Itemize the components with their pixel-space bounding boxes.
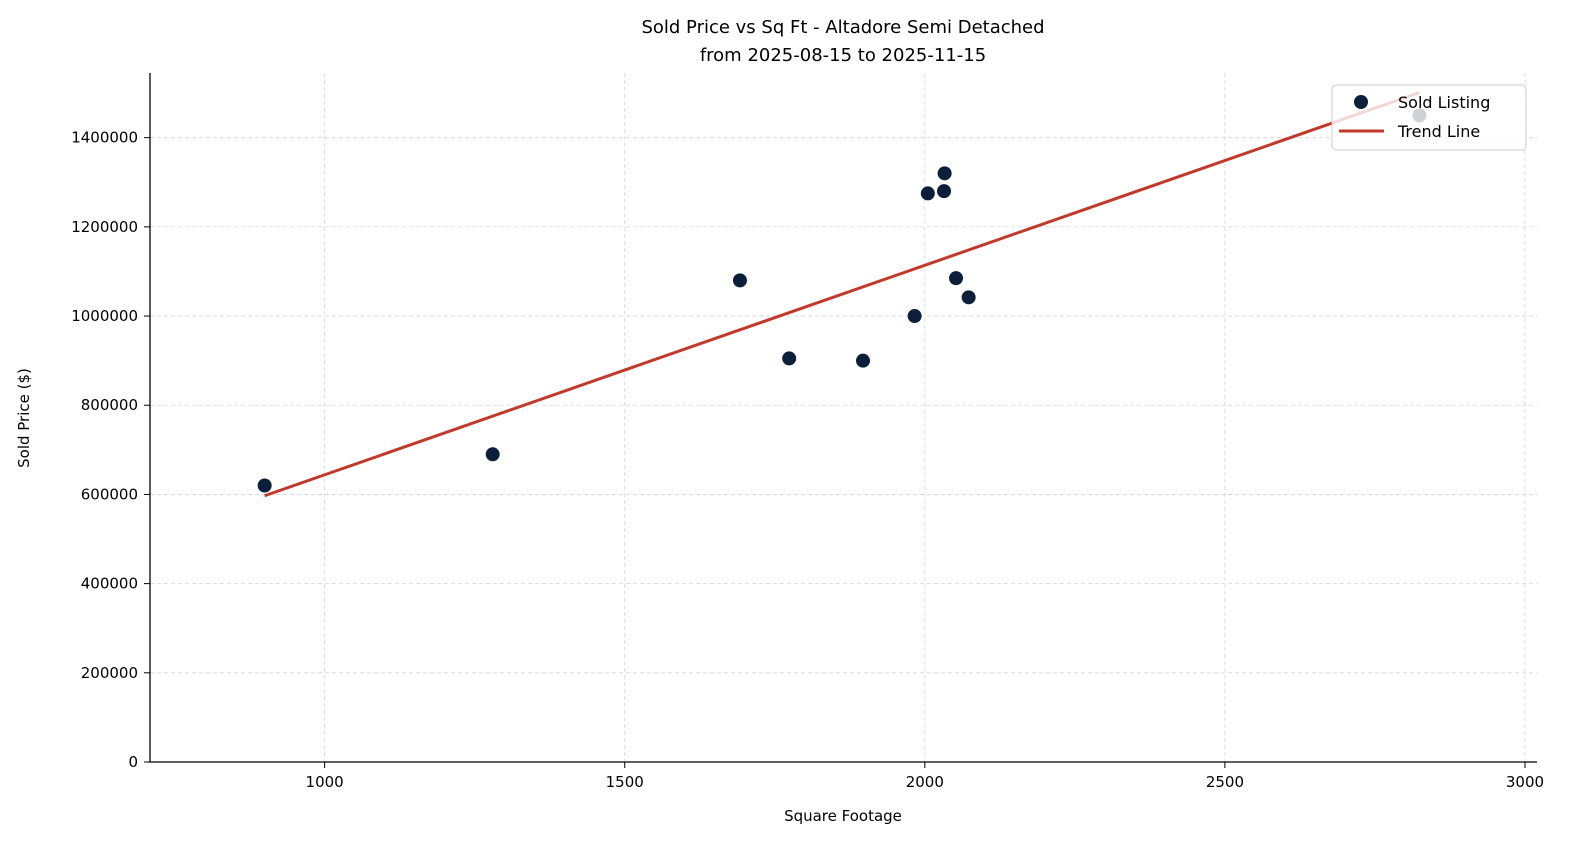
x-axis-label: Square Footage (784, 807, 902, 825)
y-tick-label: 800000 (81, 396, 138, 414)
x-tick-label: 1000 (306, 773, 344, 791)
legend: Sold Listing Trend Line (1331, 84, 1527, 151)
data-point (920, 186, 935, 201)
data-point (856, 353, 871, 368)
y-tick-label: 0 (128, 753, 138, 771)
y-axis-label: Sold Price ($) (15, 368, 33, 468)
trend-line (264, 91, 1420, 498)
data-point (732, 273, 747, 288)
y-tick-label: 1200000 (71, 218, 138, 236)
legend-marker-sold-listing (1354, 95, 1368, 109)
data-point (937, 166, 952, 181)
legend-label-trend-line: Trend Line (1397, 122, 1480, 141)
y-tick-label: 400000 (81, 575, 138, 593)
data-point (485, 447, 500, 462)
legend-box (1331, 84, 1527, 151)
data-point (961, 290, 976, 305)
legend-label-sold-listing: Sold Listing (1398, 93, 1490, 112)
data-point (907, 309, 922, 324)
chart-title: Sold Price vs Sq Ft - Altadore Semi Deta… (641, 17, 1044, 38)
x-tick-label: 2500 (1206, 773, 1244, 791)
data-point (782, 351, 797, 366)
y-tick-label: 1000000 (71, 307, 138, 325)
x-tick-label: 3000 (1506, 773, 1544, 791)
x-tick-label: 2000 (906, 773, 944, 791)
data-point (937, 184, 952, 199)
y-tick-label: 200000 (81, 664, 138, 682)
chart-subtitle: from 2025-08-15 to 2025-11-15 (700, 45, 986, 66)
x-tick-label: 1500 (606, 773, 644, 791)
data-point (257, 478, 272, 493)
data-point (949, 271, 964, 286)
y-tick-label: 600000 (81, 485, 138, 503)
y-tick-label: 1400000 (71, 129, 138, 147)
